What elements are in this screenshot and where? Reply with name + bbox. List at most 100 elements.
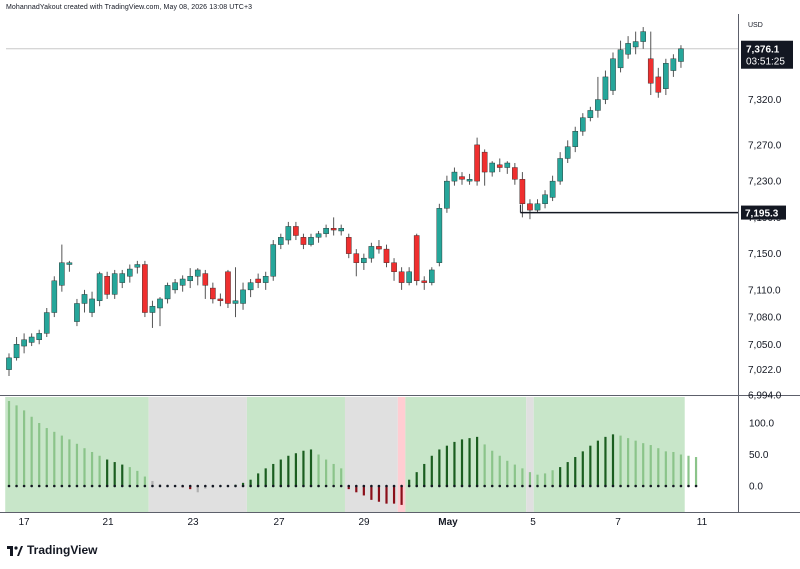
candle: [126, 268, 133, 277]
osc-zero-dot: [324, 484, 328, 488]
candle: [338, 228, 345, 232]
candle: [194, 269, 201, 277]
candle: [210, 287, 216, 300]
candle: [474, 144, 480, 182]
osc-zero-dot: [120, 484, 124, 488]
price-tick-label: 7,050.0: [748, 340, 782, 351]
osc-zero-dot: [634, 484, 637, 488]
osc-zero-dot: [664, 484, 668, 488]
candle: [142, 264, 148, 313]
osc-zero-dot: [415, 484, 419, 488]
marked-level-badge: [741, 205, 786, 220]
osc-zero-dot: [173, 484, 177, 488]
osc-zero-dot: [294, 484, 298, 488]
osc-zero-dot: [672, 484, 675, 488]
osc-zero-dot: [657, 484, 660, 488]
time-tick-label: May: [438, 517, 458, 528]
candle: [421, 280, 428, 283]
candle: [96, 273, 103, 301]
candle: [595, 99, 601, 111]
osc-zero-dot: [370, 484, 373, 488]
candle: [564, 146, 571, 159]
osc-zero-dot: [60, 484, 64, 488]
candle: [285, 226, 292, 241]
candle: [368, 246, 375, 259]
candle: [81, 294, 88, 304]
osc-zero-dot: [400, 484, 403, 488]
osc-zero-dot: [317, 484, 320, 488]
tradingview-logo-icon: [7, 545, 23, 556]
candle: [489, 162, 496, 173]
osc-zero-dot: [45, 484, 49, 488]
osc-tick-label: 100.0: [749, 419, 774, 430]
candle: [534, 203, 541, 211]
last-price-badge: [741, 40, 793, 69]
price-tick-label: 7,150.0: [748, 249, 782, 260]
candle: [632, 41, 639, 48]
price-tick-label: 7,080.0: [748, 313, 782, 324]
osc-zone-green: [533, 397, 685, 512]
osc-zero-dot: [279, 484, 283, 488]
osc-zero-dot: [611, 484, 615, 488]
osc-zero-dot: [188, 484, 192, 488]
candle: [28, 336, 35, 343]
osc-zero-dot: [604, 484, 607, 488]
osc-zero-dot: [68, 484, 71, 488]
candle: [587, 110, 594, 118]
last-price-value: 7,376.1: [746, 45, 780, 56]
osc-zero-dot: [347, 484, 351, 488]
osc-zone-red: [397, 397, 406, 512]
candle: [625, 43, 631, 55]
marked-level-value: 7,195.3: [745, 209, 779, 220]
osc-zero-dot: [536, 484, 539, 488]
candle: [51, 280, 58, 313]
candle: [504, 162, 511, 168]
osc-zero-dot: [287, 484, 290, 488]
osc-zero-dot: [649, 484, 653, 488]
osc-zero-dot: [211, 484, 215, 488]
candle: [66, 262, 73, 265]
candle: [436, 208, 443, 263]
osc-zero-dot: [543, 484, 547, 488]
osc-zone-green: [405, 397, 527, 512]
osc-zero-dot: [181, 484, 184, 488]
candle: [413, 235, 420, 282]
osc-zero-dot: [377, 484, 381, 488]
osc-zero-dot: [626, 484, 630, 488]
osc-zero-dot: [339, 484, 343, 488]
osc-zero-dot: [566, 484, 569, 488]
osc-zero-dot: [528, 484, 532, 488]
candle: [315, 233, 322, 238]
candle: [323, 228, 329, 234]
candle: [255, 278, 261, 283]
candle: [225, 271, 231, 304]
price-axis[interactable]: 7,320.07,270.07,230.07,190.07,150.07,110…: [748, 22, 782, 493]
osc-zero-dot: [422, 484, 426, 488]
osc-zero-dot: [309, 484, 313, 488]
osc-zero-dot: [241, 484, 245, 488]
candle: [602, 76, 609, 100]
candle: [663, 63, 669, 89]
candle: [459, 176, 465, 180]
tradingview-logo[interactable]: TradingView: [7, 543, 97, 557]
osc-zero-dot: [332, 484, 335, 488]
price-labels: 7,376.103:51:25 7,195.3: [741, 40, 793, 220]
candle: [217, 298, 224, 301]
osc-zero-dot: [589, 484, 592, 488]
candle: [481, 151, 488, 173]
candle: [383, 248, 390, 263]
osc-zero-dot: [453, 484, 456, 488]
osc-zone-gray: [148, 397, 247, 512]
osc-zero-dot: [113, 484, 116, 488]
candle: [466, 179, 473, 182]
osc-zero-dot: [460, 484, 464, 488]
candle: [247, 282, 254, 291]
osc-zero-dot: [385, 484, 388, 488]
osc-zero-dot: [483, 484, 486, 488]
osc-zero-dot: [256, 484, 260, 488]
candle: [179, 278, 186, 286]
osc-zero-dot: [687, 484, 690, 488]
candle: [398, 271, 405, 283]
time-axis[interactable]: 17 21 23 27 29 May 5 7 11: [18, 517, 707, 528]
